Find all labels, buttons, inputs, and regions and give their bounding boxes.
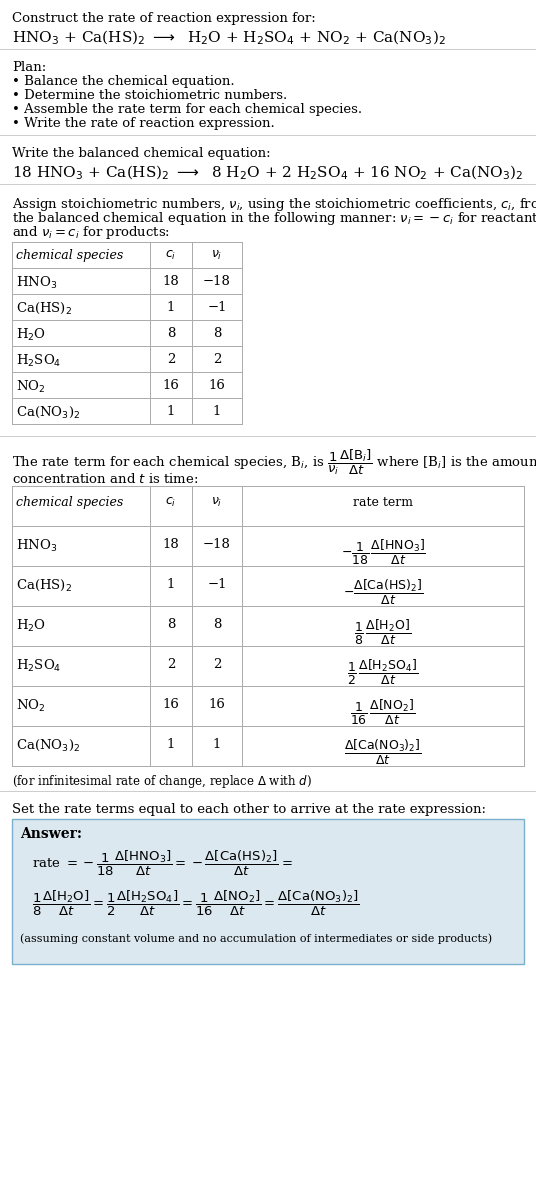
- Text: HNO$_3$: HNO$_3$: [16, 276, 57, 291]
- Bar: [12, 819, 524, 964]
- Text: 1: 1: [213, 738, 221, 751]
- Text: 8: 8: [167, 327, 175, 340]
- Text: $c_i$: $c_i$: [166, 249, 177, 262]
- Text: NO$_2$: NO$_2$: [16, 379, 46, 395]
- Text: chemical species: chemical species: [16, 249, 123, 262]
- Text: $\dfrac{1}{8}\,\dfrac{\Delta[\mathrm{H_2O}]}{\Delta t}$: $\dfrac{1}{8}\,\dfrac{\Delta[\mathrm{H_2…: [354, 618, 412, 647]
- Text: 1: 1: [167, 577, 175, 591]
- Text: Ca(HS)$_2$: Ca(HS)$_2$: [16, 577, 72, 593]
- Text: $\dfrac{1}{8}\dfrac{\Delta[\mathrm{H_2O}]}{\Delta t} = \dfrac{1}{2}\dfrac{\Delta: $\dfrac{1}{8}\dfrac{\Delta[\mathrm{H_2O}…: [32, 889, 360, 918]
- Text: 16: 16: [162, 379, 180, 392]
- Text: concentration and $t$ is time:: concentration and $t$ is time:: [12, 472, 198, 486]
- Text: $\dfrac{1}{16}\,\dfrac{\Delta[\mathrm{NO_2}]}{\Delta t}$: $\dfrac{1}{16}\,\dfrac{\Delta[\mathrm{NO…: [351, 698, 415, 727]
- Text: 18: 18: [162, 538, 180, 551]
- Text: 18: 18: [162, 276, 180, 288]
- Text: H$_2$SO$_4$: H$_2$SO$_4$: [16, 353, 61, 369]
- Text: 1: 1: [167, 738, 175, 751]
- Text: 2: 2: [213, 353, 221, 367]
- Text: 16: 16: [162, 698, 180, 710]
- Text: $\dfrac{1}{2}\,\dfrac{\Delta[\mathrm{H_2SO_4}]}{\Delta t}$: $\dfrac{1}{2}\,\dfrac{\Delta[\mathrm{H_2…: [347, 658, 419, 686]
- Text: 8: 8: [213, 618, 221, 631]
- Text: (assuming constant volume and no accumulation of intermediates or side products): (assuming constant volume and no accumul…: [20, 933, 492, 944]
- Text: Answer:: Answer:: [20, 827, 82, 841]
- Text: −18: −18: [203, 538, 231, 551]
- Text: 8: 8: [167, 618, 175, 631]
- Text: 2: 2: [213, 658, 221, 671]
- Text: 1: 1: [167, 405, 175, 418]
- Text: Ca(HS)$_2$: Ca(HS)$_2$: [16, 301, 72, 316]
- Text: HNO$_3$: HNO$_3$: [16, 538, 57, 555]
- Text: HNO$_3$ + Ca(HS)$_2$ $\longrightarrow$  H$_2$O + H$_2$SO$_4$ + NO$_2$ + Ca(NO$_3: HNO$_3$ + Ca(HS)$_2$ $\longrightarrow$ H…: [12, 29, 446, 48]
- Text: • Assemble the rate term for each chemical species.: • Assemble the rate term for each chemic…: [12, 103, 362, 116]
- Text: Write the balanced chemical equation:: Write the balanced chemical equation:: [12, 147, 271, 161]
- Text: $c_i$: $c_i$: [166, 496, 177, 509]
- Text: • Balance the chemical equation.: • Balance the chemical equation.: [12, 75, 235, 87]
- Text: 2: 2: [167, 353, 175, 367]
- Text: 1: 1: [167, 301, 175, 314]
- Text: H$_2$O: H$_2$O: [16, 618, 46, 634]
- Text: chemical species: chemical species: [16, 496, 123, 509]
- Text: −1: −1: [207, 301, 227, 314]
- Text: H$_2$SO$_4$: H$_2$SO$_4$: [16, 658, 61, 674]
- Text: −1: −1: [207, 577, 227, 591]
- Text: 1: 1: [213, 405, 221, 418]
- Text: Construct the rate of reaction expression for:: Construct the rate of reaction expressio…: [12, 12, 316, 25]
- Text: • Determine the stoichiometric numbers.: • Determine the stoichiometric numbers.: [12, 89, 287, 102]
- Text: −18: −18: [203, 276, 231, 288]
- Text: $\nu_i$: $\nu_i$: [211, 249, 222, 262]
- Text: (for infinitesimal rate of change, replace $\Delta$ with $d$): (for infinitesimal rate of change, repla…: [12, 773, 312, 789]
- Text: $\dfrac{\Delta[\mathrm{Ca(NO_3)_2}]}{\Delta t}$: $\dfrac{\Delta[\mathrm{Ca(NO_3)_2}]}{\De…: [344, 738, 422, 767]
- Text: NO$_2$: NO$_2$: [16, 698, 46, 714]
- Text: H$_2$O: H$_2$O: [16, 327, 46, 343]
- Text: 16: 16: [209, 698, 226, 710]
- Text: • Write the rate of reaction expression.: • Write the rate of reaction expression.: [12, 117, 275, 131]
- Text: Plan:: Plan:: [12, 61, 46, 74]
- Text: rate term: rate term: [353, 496, 413, 509]
- Text: 18 HNO$_3$ + Ca(HS)$_2$ $\longrightarrow$  8 H$_2$O + 2 H$_2$SO$_4$ + 16 NO$_2$ : 18 HNO$_3$ + Ca(HS)$_2$ $\longrightarrow…: [12, 164, 524, 182]
- Text: 16: 16: [209, 379, 226, 392]
- Text: $\nu_i$: $\nu_i$: [211, 496, 222, 509]
- Text: Assign stoichiometric numbers, $\nu_i$, using the stoichiometric coefficients, $: Assign stoichiometric numbers, $\nu_i$, …: [12, 196, 536, 213]
- Text: Set the rate terms equal to each other to arrive at the rate expression:: Set the rate terms equal to each other t…: [12, 803, 486, 816]
- Text: 2: 2: [167, 658, 175, 671]
- Text: The rate term for each chemical species, B$_i$, is $\dfrac{1}{\nu_i}\dfrac{\Delt: The rate term for each chemical species,…: [12, 448, 536, 477]
- Text: rate $= -\dfrac{1}{18}\dfrac{\Delta[\mathrm{HNO_3}]}{\Delta t} = -\dfrac{\Delta[: rate $= -\dfrac{1}{18}\dfrac{\Delta[\mat…: [32, 849, 293, 878]
- Text: $-\dfrac{1}{18}\,\dfrac{\Delta[\mathrm{HNO_3}]}{\Delta t}$: $-\dfrac{1}{18}\,\dfrac{\Delta[\mathrm{H…: [340, 538, 426, 567]
- Text: $-\dfrac{\Delta[\mathrm{Ca(HS)_2}]}{\Delta t}$: $-\dfrac{\Delta[\mathrm{Ca(HS)_2}]}{\Del…: [343, 577, 423, 607]
- Text: and $\nu_i = c_i$ for products:: and $\nu_i = c_i$ for products:: [12, 224, 170, 241]
- Text: Ca(NO$_3$)$_2$: Ca(NO$_3$)$_2$: [16, 405, 80, 420]
- Text: 8: 8: [213, 327, 221, 340]
- Text: Ca(NO$_3$)$_2$: Ca(NO$_3$)$_2$: [16, 738, 80, 754]
- Text: the balanced chemical equation in the following manner: $\nu_i = -c_i$ for react: the balanced chemical equation in the fo…: [12, 210, 536, 226]
